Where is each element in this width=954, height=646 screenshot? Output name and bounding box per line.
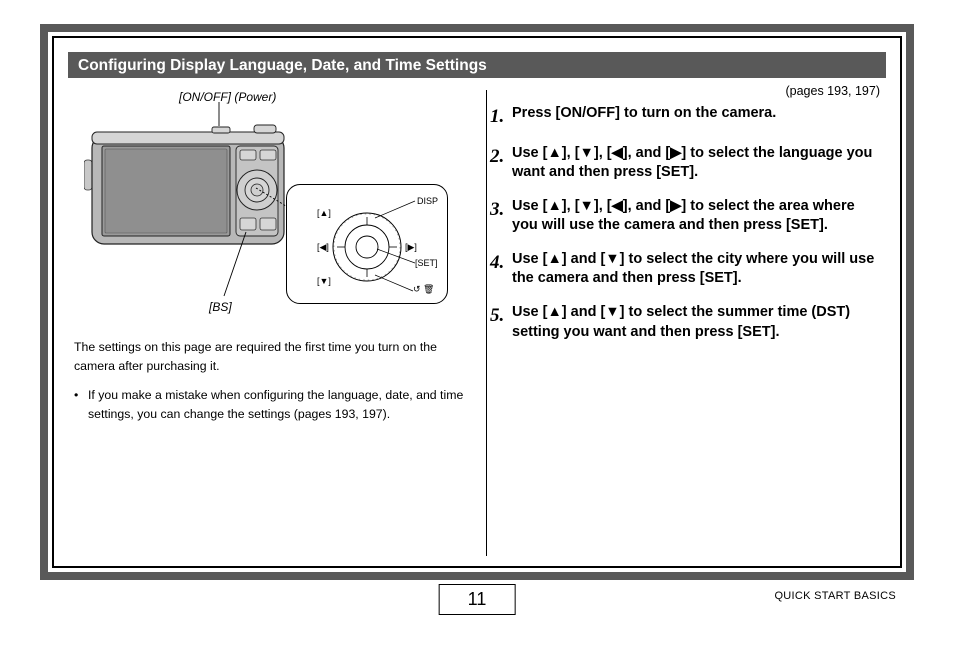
step-text: Use [▲] and [▼] to select the summer tim…	[512, 303, 880, 342]
dpad-label-left: [◀]	[317, 241, 329, 255]
dpad-detail-box: [▲] [◀] [▼] [▶] DISP [SET] ↺ 🗑	[286, 184, 448, 304]
step-number: 4.	[490, 250, 512, 289]
step-item: 2. Use [▲], [▼], [◀], and [▶] to select …	[490, 144, 880, 183]
step-item: 3. Use [▲], [▼], [◀], and [▶] to select …	[490, 197, 880, 236]
page-number-box: 11	[439, 584, 516, 615]
dpad-label-right: [▶]	[405, 241, 417, 255]
caption-text: The settings on this page are required t…	[74, 338, 464, 376]
step-text: Use [▲] and [▼] to select the city where…	[512, 250, 880, 289]
step-number: 1.	[490, 104, 512, 130]
step-number: 3.	[490, 197, 512, 236]
page-reference: (pages 193, 197)	[490, 84, 880, 98]
note-bullet: • If you make a mistake when configuring…	[74, 386, 464, 424]
label-onoff-power: [ON/OFF] (Power)	[179, 88, 276, 107]
step-text: Use [▲], [▼], [◀], and [▶] to select the…	[512, 144, 880, 183]
steps-list: 1. Press [ON/OFF] to turn on the camera.…	[490, 104, 880, 342]
dpad-label-up: [▲]	[317, 207, 331, 221]
page-number: 11	[468, 589, 487, 609]
step-item: 1. Press [ON/OFF] to turn on the camera.	[490, 104, 880, 130]
note-text: If you make a mistake when configuring t…	[88, 386, 464, 424]
bullet-icon: •	[74, 386, 88, 424]
footer-label: QUICK START BASICS	[774, 590, 896, 602]
step-item: 5. Use [▲] and [▼] to select the summer …	[490, 303, 880, 342]
dpad-label-set: [SET]	[415, 257, 438, 271]
step-item: 4. Use [▲] and [▼] to select the city wh…	[490, 250, 880, 289]
dpad-label-down: [▼]	[317, 275, 331, 289]
label-bs: [BS]	[209, 298, 232, 317]
page-outer-frame: Configuring Display Language, Date, and …	[40, 24, 914, 580]
page-footer: 11 QUICK START BASICS	[40, 584, 914, 624]
content-area: [ON/OFF] (Power)	[68, 82, 886, 556]
page-inner-frame: Configuring Display Language, Date, and …	[52, 36, 902, 568]
step-number: 2.	[490, 144, 512, 183]
left-column: [ON/OFF] (Power)	[68, 82, 478, 556]
dpad-label-disp: DISP	[417, 195, 438, 209]
trash-icon: ↺ 🗑	[413, 283, 434, 297]
camera-illustration	[84, 118, 292, 248]
camera-diagram: [ON/OFF] (Power)	[74, 88, 454, 328]
right-column: (pages 193, 197) 1. Press [ON/OFF] to tu…	[478, 82, 886, 556]
step-text: Press [ON/OFF] to turn on the camera.	[512, 104, 880, 130]
step-number: 5.	[490, 303, 512, 342]
section-title: Configuring Display Language, Date, and …	[78, 57, 487, 74]
section-title-bar: Configuring Display Language, Date, and …	[68, 52, 886, 78]
step-text: Use [▲], [▼], [◀], and [▶] to select the…	[512, 197, 880, 236]
